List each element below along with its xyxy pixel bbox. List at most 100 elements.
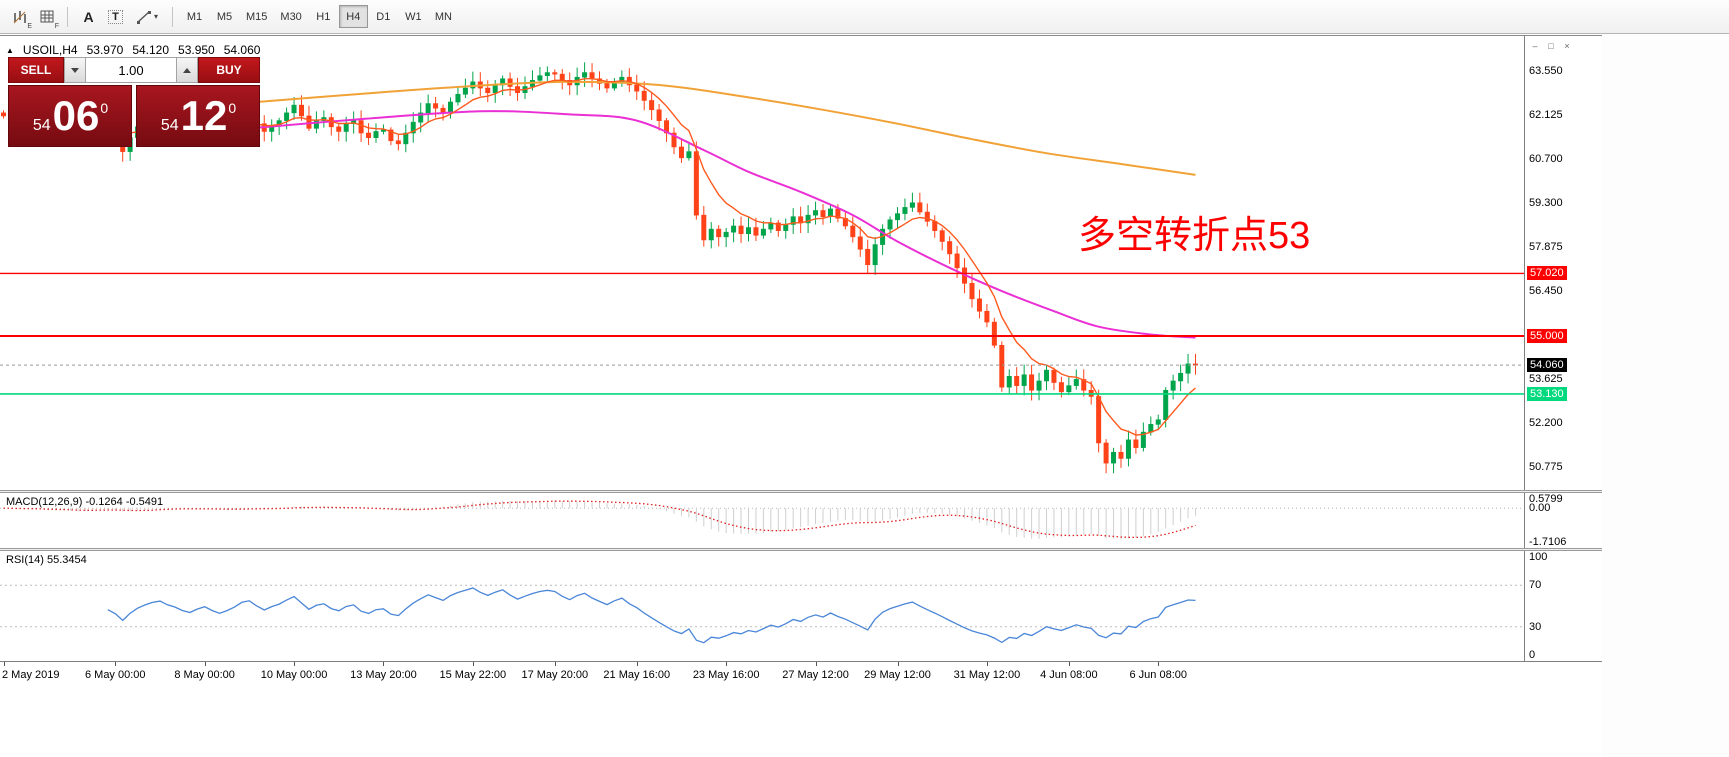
collapse-toggle-icon[interactable]: ▲: [6, 45, 14, 55]
chart-text-annotation[interactable]: 多空转折点53: [1078, 215, 1311, 257]
toolbar-separator: [67, 6, 68, 27]
time-tick: [815, 662, 817, 666]
time-tick: [897, 662, 899, 666]
time-axis-label: 13 May 20:00: [350, 669, 417, 681]
time-tick: [1068, 662, 1070, 666]
time-axis-label: 6 May 00:00: [84, 669, 146, 681]
buy-button[interactable]: BUY: [198, 57, 260, 83]
grid-icon: [40, 10, 53, 22]
time-axis-label: 27 May 12:00: [782, 669, 849, 681]
price-axis-label: 53.625: [1529, 372, 1563, 385]
tf-button-M30[interactable]: M30: [280, 10, 302, 23]
time-tick: [204, 662, 206, 666]
price-axis-label: 63.550: [1529, 65, 1563, 78]
time-tick: [726, 662, 728, 666]
time-axis-label: 8 May 00:00: [174, 669, 235, 681]
grid-tool-button[interactable]: F: [33, 4, 60, 30]
bar-low-value: 53.950: [178, 43, 215, 57]
rsi-axis[interactable]: 100 70 30 0: [1524, 551, 1602, 661]
bar-chart-icon: [13, 10, 26, 23]
chevron-down-icon: ▾: [153, 12, 158, 21]
time-axis-label: 31 May 12:00: [953, 669, 1021, 681]
rsi-plot[interactable]: [0, 551, 1524, 661]
price-axis-label: 56.450: [1529, 285, 1563, 298]
symbol-name: USOIL,H4: [22, 43, 78, 57]
time-axis[interactable]: 2 May 2019 6 May 00:00 8 May 00:00 10 May 0…: [0, 662, 1602, 692]
price-axis[interactable]: – □ × 57.020 55.000 53.130 54.060 63.550 62.1…: [1524, 35, 1602, 490]
rsi-panel[interactable]: RSI(14) 55.3454: [0, 551, 1524, 661]
text-box-icon: T: [108, 9, 123, 24]
minimize-button[interactable]: –: [1532, 41, 1538, 51]
tf-button-M5[interactable]: M5: [216, 10, 233, 23]
time-axis-label: 15 May 22:00: [439, 669, 507, 681]
macd-panel[interactable]: MACD(12,26,9) -0.1264 -0.5491: [0, 493, 1524, 548]
right-gutter: [1602, 34, 1729, 757]
drawings-tool-button[interactable]: ▾: [129, 4, 165, 29]
chevron-up-icon: [183, 67, 191, 73]
candlestick-plot[interactable]: [0, 36, 1524, 491]
buy-price-big: 12: [180, 92, 228, 139]
chart-window-controls: – □ ×: [1529, 40, 1573, 52]
macd-plot[interactable]: [0, 493, 1524, 548]
rsi-axis-label: 70: [1529, 579, 1542, 592]
tool-badge: E: [27, 23, 32, 30]
buy-price-tile[interactable]: 54 12 0: [136, 85, 260, 147]
macd-axis[interactable]: 0.5799 0.00 -1.7106: [1524, 493, 1602, 548]
textbox-tool-button[interactable]: T: [102, 4, 129, 29]
sell-price-big: 06: [52, 92, 100, 139]
main-chart-panel[interactable]: ▲ USOIL,H4 53.970 54.120 53.950 54.060 S…: [0, 35, 1524, 490]
time-axis-label: 21 May 16:00: [603, 669, 671, 681]
price-axis-label: 62.125: [1529, 109, 1563, 122]
sell-button[interactable]: SELL: [8, 57, 64, 83]
volume-decrement-button[interactable]: [64, 57, 86, 83]
time-tick: [636, 662, 638, 666]
tool-badge: F: [54, 23, 59, 30]
bar-high-value: 54.120: [132, 43, 170, 57]
price-level-badge: 53.130: [1527, 386, 1567, 401]
time-tick: [554, 662, 556, 666]
volume-input[interactable]: [86, 57, 176, 83]
sell-price-prefix: 54: [32, 117, 51, 134]
volume-increment-button[interactable]: [176, 57, 198, 83]
rsi-axis-label: 30: [1529, 620, 1542, 633]
restore-button[interactable]: □: [1548, 41, 1554, 51]
tf-button-MN[interactable]: MN: [434, 10, 452, 23]
text-tool-button[interactable]: A: [75, 4, 102, 29]
text-label-icon: A: [83, 8, 94, 25]
macd-label: MACD(12,26,9) -0.1264 -0.5491: [6, 496, 164, 508]
time-tick: [472, 662, 474, 666]
macd-axis-label: 0.00: [1529, 502, 1551, 515]
chart-bottom-frame: [0, 661, 1602, 662]
tf-button-D1[interactable]: D1: [376, 10, 391, 23]
tf-button-H1[interactable]: H1: [316, 10, 331, 23]
tf-button-M1[interactable]: M1: [186, 10, 203, 23]
price-axis-label: 57.875: [1529, 240, 1563, 253]
price-level-badge: 57.020: [1527, 266, 1567, 281]
sell-price-sup: 0: [100, 100, 109, 116]
tf-button-H4[interactable]: H4: [338, 5, 368, 28]
time-tick: [115, 662, 117, 666]
timeframe-group: M1 M5 M15 M30 H1 H4 D1 W1 MN: [180, 5, 459, 28]
macd-signal-line: [3, 500, 1196, 539]
time-axis-label: 23 May 16:00: [692, 669, 760, 681]
ma-slow-orange: [256, 80, 1196, 176]
buy-price-sup: 0: [228, 100, 237, 116]
macd-axis-label: -1.7106: [1529, 536, 1567, 548]
panel-divider[interactable]: [0, 548, 1602, 551]
time-tick: [986, 662, 988, 666]
tf-button-W1[interactable]: W1: [405, 10, 422, 23]
time-axis-label: 4 Jun 08:00: [1040, 669, 1098, 681]
sell-price-tile[interactable]: 54 06 0: [8, 85, 132, 147]
price-level-badge: 55.000: [1527, 329, 1567, 344]
close-button[interactable]: ×: [1564, 41, 1570, 51]
symbol-ohlc-line: ▲ USOIL,H4 53.970 54.120 53.950 54.060: [6, 43, 260, 57]
trendline-icon: [136, 10, 151, 24]
ma-mid-magenta: [249, 110, 1196, 339]
bar-open-value: 53.970: [86, 43, 124, 57]
price-axis-label: 50.775: [1529, 460, 1563, 473]
tf-button-M15[interactable]: M15: [246, 10, 268, 23]
time-tick: [383, 662, 385, 666]
time-axis-label: 6 Jun 08:00: [1129, 669, 1188, 681]
panel-divider[interactable]: [0, 490, 1602, 493]
bar-chart-tool-button[interactable]: E: [6, 4, 33, 30]
